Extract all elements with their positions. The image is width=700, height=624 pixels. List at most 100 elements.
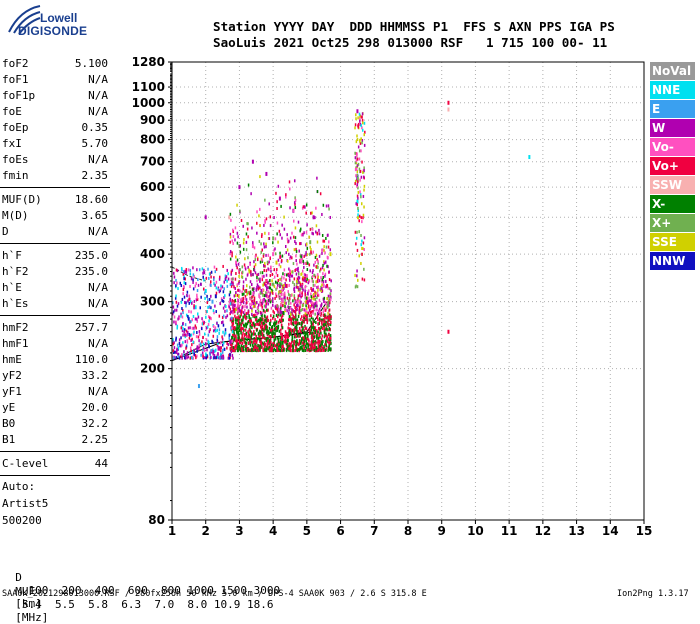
echo-dot <box>175 278 177 282</box>
echo-dot <box>236 322 239 326</box>
echo-dot <box>265 273 268 277</box>
echo-dot <box>280 339 282 343</box>
echo-dot <box>262 310 264 314</box>
echo-dot <box>361 112 364 116</box>
echo-dot <box>327 305 329 309</box>
echo-dot <box>274 296 276 300</box>
echo-dot <box>180 312 182 316</box>
echo-dot <box>183 330 185 334</box>
echo-dot <box>358 167 361 171</box>
echo-dot <box>311 305 313 309</box>
echo-dot <box>277 310 279 314</box>
echo-dot <box>194 324 197 328</box>
echo-dot <box>299 301 301 305</box>
echo-dot <box>304 276 306 280</box>
echo-dot <box>303 346 305 350</box>
x-tick-label: 8 <box>404 524 412 538</box>
echo-dot <box>281 314 284 318</box>
echo-dot <box>356 274 358 278</box>
echo-dot <box>257 272 260 276</box>
echo-dot <box>300 330 302 334</box>
echo-dot <box>279 277 281 281</box>
echo-dot <box>262 253 265 257</box>
echo-dot <box>238 304 240 308</box>
echo-dot <box>213 311 215 315</box>
echo-dot <box>267 339 269 343</box>
echo-dot <box>237 303 239 307</box>
echo-dot <box>230 339 233 343</box>
param-name: h`F <box>2 249 22 262</box>
param-fxI: fxI 5.70 <box>2 137 108 151</box>
x-tick-label: 1 <box>168 524 176 538</box>
echo-dot <box>175 338 177 342</box>
echo-dot <box>185 329 188 333</box>
echo-dot <box>289 187 291 191</box>
echo-dot <box>199 306 201 310</box>
echo-dot <box>231 348 234 352</box>
echo-dot <box>273 268 276 272</box>
echo-dot <box>238 328 241 332</box>
echo-dot <box>259 277 261 281</box>
echo-dot <box>259 317 262 321</box>
param-yF1: yF1 N/A <box>2 385 108 399</box>
data-point <box>228 215 231 220</box>
echo-dot <box>363 133 365 137</box>
echo-dot <box>222 264 224 268</box>
echo-dot <box>240 218 243 222</box>
data-point <box>211 299 214 304</box>
echo-dot <box>285 340 288 344</box>
echo-dot <box>182 341 184 345</box>
data-point <box>312 294 315 299</box>
echo-dot <box>193 352 195 356</box>
echo-dot <box>267 329 269 333</box>
echo-dot <box>281 326 284 330</box>
echo-dot <box>360 261 362 265</box>
echo-dot <box>274 335 276 339</box>
echo-dot <box>173 315 176 319</box>
echo-dot <box>257 306 259 310</box>
echo-dot <box>293 248 296 252</box>
echo-dot <box>256 231 258 235</box>
echo-dot <box>264 198 266 202</box>
echo-dot <box>269 291 272 295</box>
data-point <box>289 269 291 274</box>
echo-dot <box>236 309 239 313</box>
echo-dot <box>233 310 235 314</box>
echo-dot <box>308 314 311 318</box>
echo-dot <box>312 328 315 332</box>
echo-dot <box>249 340 252 344</box>
echo-dot <box>271 347 273 351</box>
param-value: N/A <box>88 281 108 294</box>
echo-dot <box>179 281 182 285</box>
echo-dot <box>231 254 233 258</box>
echo-dot <box>293 340 295 344</box>
echo-dot <box>296 318 299 322</box>
echo-dot <box>323 326 325 330</box>
echo-dot <box>287 311 290 315</box>
echo-dot <box>317 330 319 334</box>
echo-dot <box>314 283 316 287</box>
param-value: 235.0 <box>74 249 108 262</box>
echo-dot <box>196 289 199 293</box>
param-value: 18.60 <box>74 193 108 206</box>
echo-dot <box>182 327 184 331</box>
echo-dot <box>311 310 314 314</box>
echo-dot <box>186 356 188 360</box>
echo-dot <box>190 310 192 314</box>
echo-dot <box>304 309 307 313</box>
echo-dot <box>276 343 278 347</box>
echo-dot <box>232 281 234 285</box>
echo-dot <box>256 279 258 283</box>
echo-dot <box>245 341 248 345</box>
echo-dot <box>313 345 316 349</box>
echo-dot <box>259 207 261 211</box>
echo-dot <box>322 280 325 284</box>
echo-dot <box>290 321 292 325</box>
echo-dot <box>310 248 312 252</box>
y-tick-label: 1280 <box>132 55 165 69</box>
echo-dot <box>232 301 234 305</box>
echo-dot <box>325 316 327 320</box>
echo-dot <box>237 315 240 319</box>
data-point <box>251 159 254 164</box>
echo-dot <box>362 216 364 220</box>
